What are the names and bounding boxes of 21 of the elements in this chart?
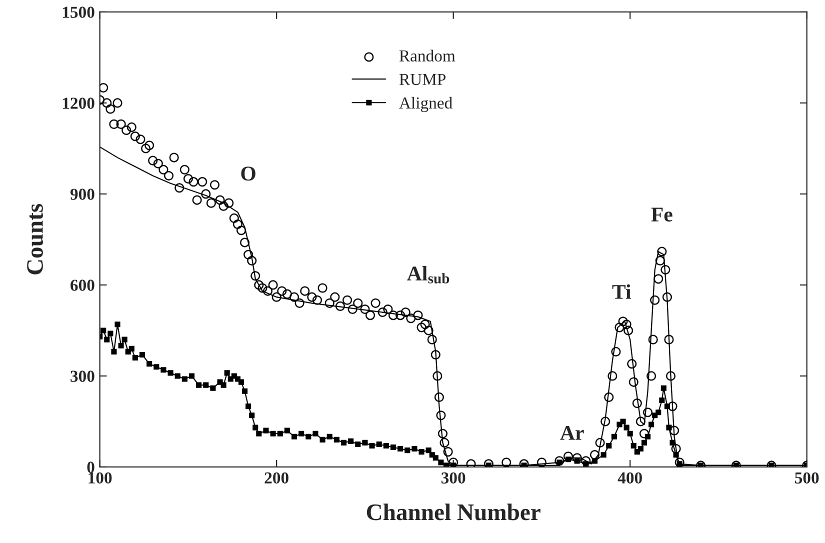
legend-label: Aligned [399,96,452,112]
annotation: Ar [560,426,584,440]
y-tick-label: 600 [70,280,94,291]
x-tick-label: 200 [264,472,288,484]
y-tick-label: 0 [87,462,94,473]
y-axis-title: Counts [27,204,43,274]
annotation: Fe [651,208,672,222]
y-tick-label: 900 [70,188,94,200]
x-tick-label: 400 [618,472,642,484]
x-tick-label: 500 [795,472,819,484]
annotation: Al$_{sub}$ [407,266,450,284]
annotation: Ti [612,284,631,299]
y-tick-label: 1500 [62,6,94,18]
legend-label: Random [399,50,456,62]
annotation: O [241,166,256,181]
legend-label: RUMP [399,74,446,86]
x-tick-label: 100 [88,472,112,484]
x-tick-label: 300 [441,472,466,484]
y-tick-label: 1200 [62,98,94,109]
x-axis-title: Channel Number [366,504,540,520]
y-tick-label: 300 [70,370,94,382]
